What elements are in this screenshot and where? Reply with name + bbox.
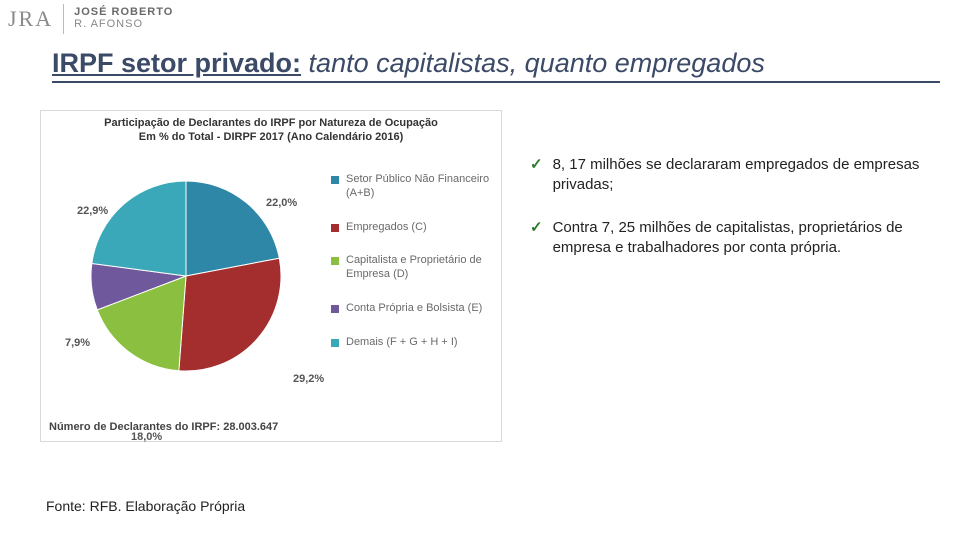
bullet-item: ✓ Contra 7, 25 milhões de capitalistas, p… — [530, 218, 940, 259]
pct-label: 22,0% — [266, 197, 297, 209]
legend-swatch — [331, 257, 339, 265]
source-line: Fonte: RFB. Elaboração Própria — [46, 498, 245, 514]
logo-text: JOSÉ ROBERTO R. AFONSO — [74, 7, 173, 30]
legend-swatch — [331, 224, 339, 232]
logo-line1: JOSÉ ROBERTO — [74, 6, 173, 18]
pct-label: 7,9% — [65, 337, 90, 349]
author-logo: JRA JOSÉ ROBERTO R. AFONSO — [8, 4, 173, 34]
pie-chart-panel: Participação de Declarantes do IRPF por … — [40, 110, 502, 442]
chart-title-line2: Em % do Total - DIRPF 2017 (Ano Calendár… — [139, 131, 403, 143]
bullet-text: Contra 7, 25 milhões de capitalistas, pr… — [553, 218, 940, 259]
pct-label: 29,2% — [293, 373, 324, 385]
chart-title-line1: Participação de Declarantes do IRPF por … — [104, 117, 438, 129]
chart-legend: Setor Público Não Financeiro (A+B) Empreg… — [331, 173, 491, 349]
legend-label: Setor Público Não Financeiro (A+B) — [346, 173, 491, 201]
pct-label: 22,9% — [77, 205, 108, 217]
legend-swatch — [331, 339, 339, 347]
logo-mark: JRA — [8, 6, 53, 32]
chart-footer: Número de Declarantes do IRPF: 28.003.64… — [49, 421, 278, 433]
bullet-list: ✓ 8, 17 milhões se declararam empregados … — [530, 155, 940, 258]
legend-item: Capitalista e Proprietário de Empresa (D… — [331, 254, 491, 282]
pie-area: 22,0%29,2%18,0%7,9%22,9% — [71, 161, 301, 391]
check-icon: ✓ — [530, 155, 543, 175]
legend-swatch — [331, 176, 339, 184]
legend-item: Conta Própria e Bolsista (E) — [331, 302, 491, 316]
logo-separator — [63, 4, 64, 34]
title-bold: IRPF setor privado: — [52, 48, 301, 78]
bullet-text: 8, 17 milhões se declararam empregados d… — [553, 155, 940, 196]
legend-label: Capitalista e Proprietário de Empresa (D… — [346, 254, 491, 282]
legend-label: Conta Própria e Bolsista (E) — [346, 302, 482, 316]
logo-line2: R. AFONSO — [74, 18, 143, 30]
title-italic: tanto capitalistas, quanto empregados — [301, 48, 765, 78]
bullet-item: ✓ 8, 17 milhões se declararam empregados … — [530, 155, 940, 196]
legend-label: Empregados (C) — [346, 221, 427, 235]
pie-svg — [71, 161, 301, 391]
chart-title: Participação de Declarantes do IRPF por … — [41, 117, 501, 145]
legend-item: Setor Público Não Financeiro (A+B) — [331, 173, 491, 201]
legend-swatch — [331, 305, 339, 313]
slide-title: IRPF setor privado: tanto capitalistas, … — [52, 48, 940, 83]
pie-slice — [179, 258, 281, 371]
legend-item: Empregados (C) — [331, 221, 491, 235]
legend-item: Demais (F + G + H + I) — [331, 336, 491, 350]
legend-label: Demais (F + G + H + I) — [346, 336, 458, 350]
pie-slice — [92, 181, 186, 276]
check-icon: ✓ — [530, 218, 543, 238]
